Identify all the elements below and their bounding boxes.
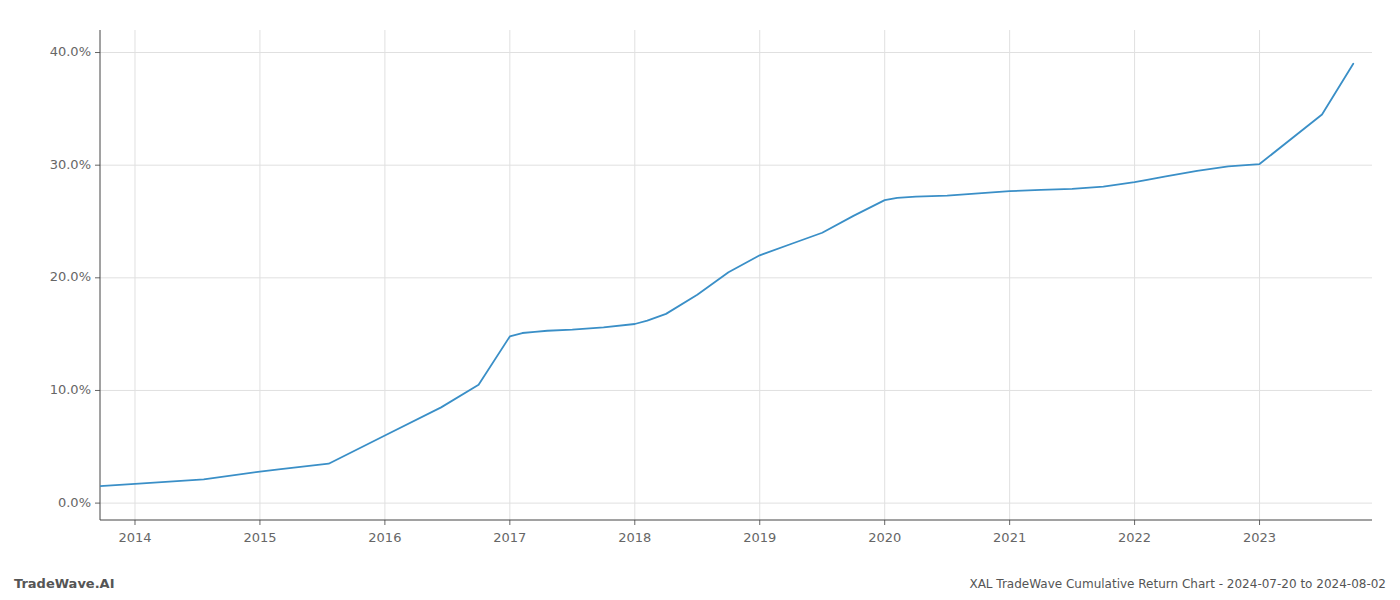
line: [100, 64, 1353, 486]
plot-area: [100, 64, 1353, 486]
tick-label: 2019: [743, 530, 776, 545]
watermark: TradeWave.AI: [14, 576, 115, 591]
tick-mark: [384, 520, 385, 525]
tick-label: 30.0%: [50, 157, 91, 172]
grid-line: [1009, 30, 1010, 520]
tick-mark: [759, 520, 760, 525]
tick-mark: [134, 520, 135, 525]
tick-label: 2014: [118, 530, 151, 545]
tick-label: 2021: [993, 530, 1026, 545]
tick-mark: [95, 503, 100, 504]
grid-line: [100, 277, 1372, 278]
grid-line: [1259, 30, 1260, 520]
grid-line: [759, 30, 760, 520]
tick-mark: [95, 390, 100, 391]
tick-label: 10.0%: [50, 382, 91, 397]
tick-mark: [1134, 520, 1135, 525]
tick-label: 0.0%: [58, 495, 91, 510]
grid-line: [134, 30, 135, 520]
chart: 0.0% 10.0% 20.0% 30.0% 40.0% 2014 2015 2016 2017…: [0, 0, 1400, 600]
tick-mark: [1009, 520, 1010, 525]
grid-line: [634, 30, 635, 520]
tick-label: 2020: [868, 530, 901, 545]
tick-mark: [95, 52, 100, 53]
grid-line: [100, 165, 1372, 166]
tick-mark: [509, 520, 510, 525]
tick-label: 2022: [1118, 530, 1151, 545]
grid-line: [384, 30, 385, 520]
tick-label: 2016: [368, 530, 401, 545]
y-axis-line: [100, 30, 101, 520]
tick-label: 2023: [1243, 530, 1276, 545]
tick-mark: [259, 520, 260, 525]
x-axis-line: [100, 520, 1372, 521]
tick-label: 2018: [618, 530, 651, 545]
grid: [100, 30, 1372, 520]
grid-line: [100, 503, 1372, 504]
tick-mark: [1259, 520, 1260, 525]
grid-line: [100, 52, 1372, 53]
grid-line: [1134, 30, 1135, 520]
tick-mark: [95, 165, 100, 166]
tick-mark: [95, 277, 100, 278]
tick-label: 2015: [243, 530, 276, 545]
tick-label: 20.0%: [50, 269, 91, 284]
axes: 0.0% 10.0% 20.0% 30.0% 40.0% 2014 2015 2016 2017…: [50, 30, 1372, 545]
grid-line: [100, 390, 1372, 391]
grid-line: [884, 30, 885, 520]
grid-line: [509, 30, 510, 520]
tick-mark: [884, 520, 885, 525]
tick-label: 40.0%: [50, 44, 91, 59]
grid-line: [259, 30, 260, 520]
tick-mark: [634, 520, 635, 525]
title: XAL TradeWave Cumulative Return Chart - …: [969, 577, 1386, 591]
tick-label: 2017: [493, 530, 526, 545]
